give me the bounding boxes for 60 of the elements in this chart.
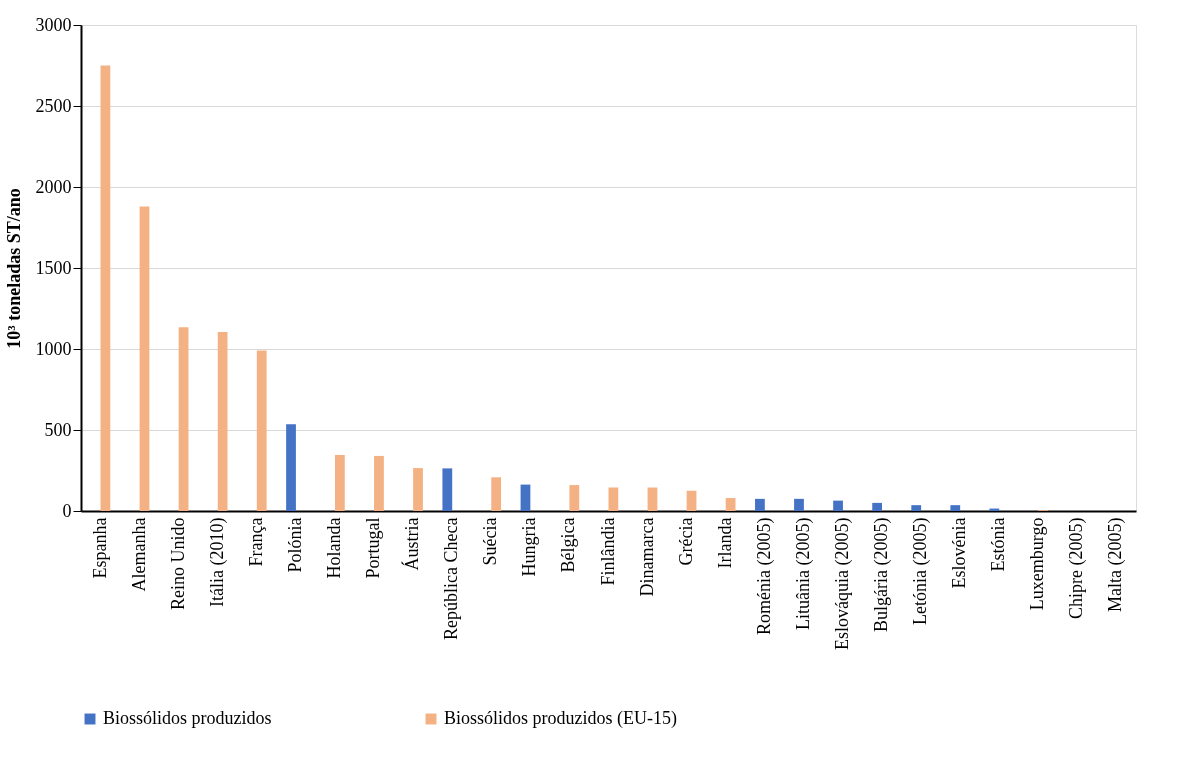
x-tick-label: Finlândia [597,517,618,586]
bar [569,485,580,511]
x-tick-label: Suécia [480,517,501,566]
x-tick-label: Eslováquia (2005) [831,517,853,650]
bar [139,206,150,511]
bar [647,487,658,511]
bar [950,505,961,511]
bar [256,350,267,511]
x-tick-label: Grécia [675,517,696,566]
x-tick-label: Hungria [519,517,540,577]
x-tick-label: Luxemburgo [1027,517,1048,611]
x-tick-label: Holanda [323,517,344,579]
bar [520,484,531,511]
x-tick-label: Bulgária (2005) [871,517,893,632]
bar [686,490,697,511]
x-tick-label: Estónia [988,517,1009,572]
bar [217,331,228,511]
bar [374,455,384,511]
x-tick-label: França [245,517,266,567]
bar [334,454,345,511]
bar [608,487,619,511]
bar [442,468,453,511]
x-tick-label: Letónia (2005) [910,517,932,625]
bar [911,505,922,511]
bar [100,65,111,511]
y-axis-title: 10³ toneladas ST/ano [3,188,24,349]
x-tick-label: Espanha [89,517,110,579]
y-tick-label: 1000 [35,338,72,359]
x-tick-label: Áustria [401,517,423,571]
bar [491,477,502,511]
x-tick-label: Eslovénia [949,517,970,589]
bar [178,327,189,511]
x-tick-label: Polónia [284,517,305,573]
x-tick-label: Roménia (2005) [753,517,775,635]
bar [413,468,423,511]
y-tick-label: 500 [44,419,72,440]
y-tick-label: 0 [62,500,72,521]
legend-label: Biossólidos produzidos [103,708,272,728]
x-tick-label: Bélgica [558,517,579,573]
x-tick-label: República Checa [441,517,462,640]
bar [725,498,736,511]
x-tick-label: Itália (2010) [206,517,228,607]
x-tick-label: Chipre (2005) [1066,517,1088,619]
x-tick-label: Dinamarca [636,517,657,597]
y-tick-label: 2000 [35,176,72,197]
x-tick-label: Lituânia (2005) [792,517,814,630]
y-tick-label: 1500 [35,257,72,278]
bar [872,502,883,511]
bar [794,498,804,511]
x-tick-label: Alemanha [128,517,149,592]
y-tick-label: 3000 [35,14,72,35]
x-tick-label: Irlanda [714,517,735,569]
legend-label: Biossólidos produzidos (EU-15) [444,708,677,729]
bar [833,500,843,511]
x-tick-label: Reino Unido [167,517,188,610]
x-tick-label: Portugal [363,517,384,579]
y-tick-label: 2500 [35,95,72,116]
x-tick-label: Malta (2005) [1105,517,1127,612]
bar [286,424,296,511]
bar [755,498,765,511]
